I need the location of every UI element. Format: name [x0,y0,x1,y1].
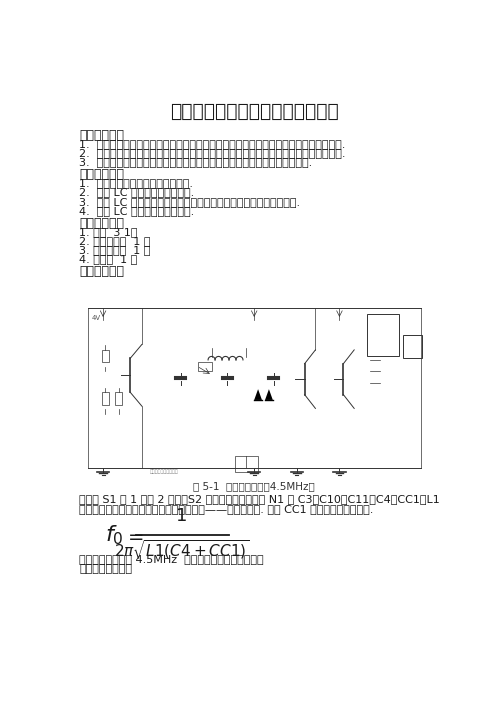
Text: 正弦波振荡器测量模块: 正弦波振荡器测量模块 [150,469,179,475]
Bar [367,314,399,356]
Bar [102,392,109,404]
Text: 四、基本原理: 四、基本原理 [79,265,124,278]
Text: 振荡器的频率约为 4.5MHz  （计算振荡频率可调范围）: 振荡器的频率约为 4.5MHz （计算振荡频率可调范围） [79,554,264,564]
Text: 三点式正弦波振荡器实验报告数据: 三点式正弦波振荡器实验报告数据 [170,102,339,121]
Text: 振荡电路反馈系数: 振荡电路反馈系数 [79,564,132,574]
Polygon shape [265,389,273,400]
Bar [76,298,433,475]
Bar [235,456,258,472]
Bar [102,350,109,362]
Text: $f_0$: $f_0$ [105,524,123,548]
Text: 2. 频率计模块  1 块: 2. 频率计模块 1 块 [79,236,151,246]
Text: 图 5-1  正弦波振荡器（4.5MHz）: 图 5-1 正弦波振荡器（4.5MHz） [193,482,315,491]
Bar [116,392,122,404]
Text: 4.  测试 LC 振荡器的频率稳定度.: 4. 测试 LC 振荡器的频率稳定度. [79,206,194,216]
Text: 4. 万用表  1 块: 4. 万用表 1 块 [79,254,137,265]
Text: 3.  研究 LC 振荡器中静态工作点、反馈系数以及负载对振荡器的影响.: 3. 研究 LC 振荡器中静态工作点、反馈系数以及负载对振荡器的影响. [79,197,300,206]
Text: 1.  熟悉振荡器模块各元件及其作用.: 1. 熟悉振荡器模块各元件及其作用. [79,178,193,188]
Text: $2\pi\sqrt{L\mathrm{1}(C\mathrm{4}+CC\mathrm{1})}$: $2\pi\sqrt{L\mathrm{1}(C\mathrm{4}+CC\ma… [114,538,250,562]
Text: 三、实验仪器: 三、实验仪器 [79,217,124,230]
Polygon shape [254,389,262,400]
Text: 二、实验内容: 二、实验内容 [79,168,124,181]
Text: 一、实验目的: 一、实验目的 [79,129,124,142]
Text: 2.  进行 LC 振荡器波段工作研究.: 2. 进行 LC 振荡器波段工作研究. [79,187,194,197]
Text: 3. 双踪示波器  1 台: 3. 双踪示波器 1 台 [79,245,150,255]
Text: $=$: $=$ [124,526,144,545]
Text: 将开关 S1 的 1 拨下 2 拨上，S2 全部断开，由晶体管 N1 和 C3、C10、C11、C4、CC1、L1: 将开关 S1 的 1 拨下 2 拨上，S2 全部断开，由晶体管 N1 和 C3、… [79,494,440,504]
Text: 3.  研究外界条件（温度、电源电压、负载变化）对振荡器频率稳定度的影响.: 3. 研究外界条件（温度、电源电压、负载变化）对振荡器频率稳定度的影响. [79,157,312,167]
Text: 1: 1 [177,508,188,526]
Bar [198,362,212,371]
Text: 2.  通过实验掌握晶体管静态工作点、反馈系数大小、负载变化对起振和振荡幅度的影响.: 2. 通过实验掌握晶体管静态工作点、反馈系数大小、负载变化对起振和振荡幅度的影响… [79,148,346,158]
Text: 4V: 4V [91,315,101,322]
Text: 1. 模块  3 1块: 1. 模块 3 1块 [79,227,137,237]
Bar [403,336,423,358]
Text: 1.  掌握三点式正弦波振荡器电路的基本原理、起振条件、振荡电路设计及电路参数计算.: 1. 掌握三点式正弦波振荡器电路的基本原理、起振条件、振荡电路设计及电路参数计算… [79,139,345,149]
Text: 构成电容反馈三点式振荡器的改进型振荡器——西勒振荡器. 电容 CC1 可用来改变振荡频率.: 构成电容反馈三点式振荡器的改进型振荡器——西勒振荡器. 电容 CC1 可用来改变… [79,504,373,514]
